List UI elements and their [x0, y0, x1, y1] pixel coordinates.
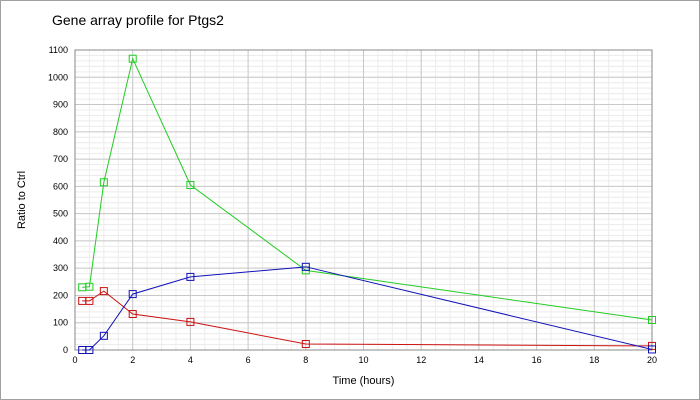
series-1 [78, 287, 656, 350]
x-tick-label: 14 [474, 355, 484, 365]
data-point [648, 345, 656, 354]
axis-ticks: 0 2 4 6 8 10 12 14 16 18 2001002003004005006007008… [48, 45, 657, 365]
series-0 [78, 54, 656, 324]
data-point [186, 317, 195, 326]
y-tick-label: 700 [53, 154, 68, 164]
y-tick-label: 500 [53, 209, 68, 219]
x-tick-label: 10 [358, 355, 368, 365]
data-point [186, 181, 195, 189]
data-point [99, 331, 108, 340]
x-tick-label: 20 [647, 355, 657, 365]
chart-title: Gene array profile for Ptgs2 [52, 12, 224, 28]
y-tick-label: 800 [53, 127, 68, 137]
y-tick-label: 300 [53, 263, 68, 273]
y-tick-label: 100 [53, 318, 68, 328]
x-tick-label: 6 [246, 355, 251, 365]
data-point [301, 262, 310, 271]
x-tick-label: 8 [303, 355, 308, 365]
y-tick-label: 1100 [49, 45, 68, 55]
data-point [301, 340, 310, 348]
y-tick-label: 600 [53, 181, 68, 191]
y-tick-label: 1000 [48, 72, 68, 82]
data-point [85, 296, 94, 305]
data-point [186, 272, 195, 281]
x-tick-label: 4 [188, 355, 193, 365]
x-tick-label: 2 [130, 355, 135, 365]
data-point [99, 178, 108, 187]
x-tick-label: 0 [72, 355, 77, 365]
x-tick-label: 12 [416, 355, 426, 365]
data-point [128, 290, 137, 299]
series-line [82, 266, 653, 351]
y-tick-label: 900 [53, 100, 68, 110]
series-line [82, 57, 653, 321]
y-tick-label: 200 [53, 290, 68, 300]
y-tick-label: 400 [53, 236, 68, 246]
x-tick-label: 18 [589, 355, 599, 365]
data-point [85, 346, 94, 354]
plot-area [74, 49, 653, 351]
x-tick-label: 16 [532, 355, 542, 365]
series-line [82, 290, 653, 347]
data-point [128, 310, 137, 318]
x-axis-label: Time (hours) [333, 375, 395, 387]
data-series [78, 54, 656, 354]
data-point [128, 54, 137, 63]
series-2 [78, 262, 656, 354]
y-tick-label: 0 [63, 345, 68, 355]
data-point [648, 316, 656, 324]
data-point [85, 282, 94, 291]
y-axis-label: Ratio to Ctrl [16, 171, 28, 229]
data-point [99, 287, 108, 296]
